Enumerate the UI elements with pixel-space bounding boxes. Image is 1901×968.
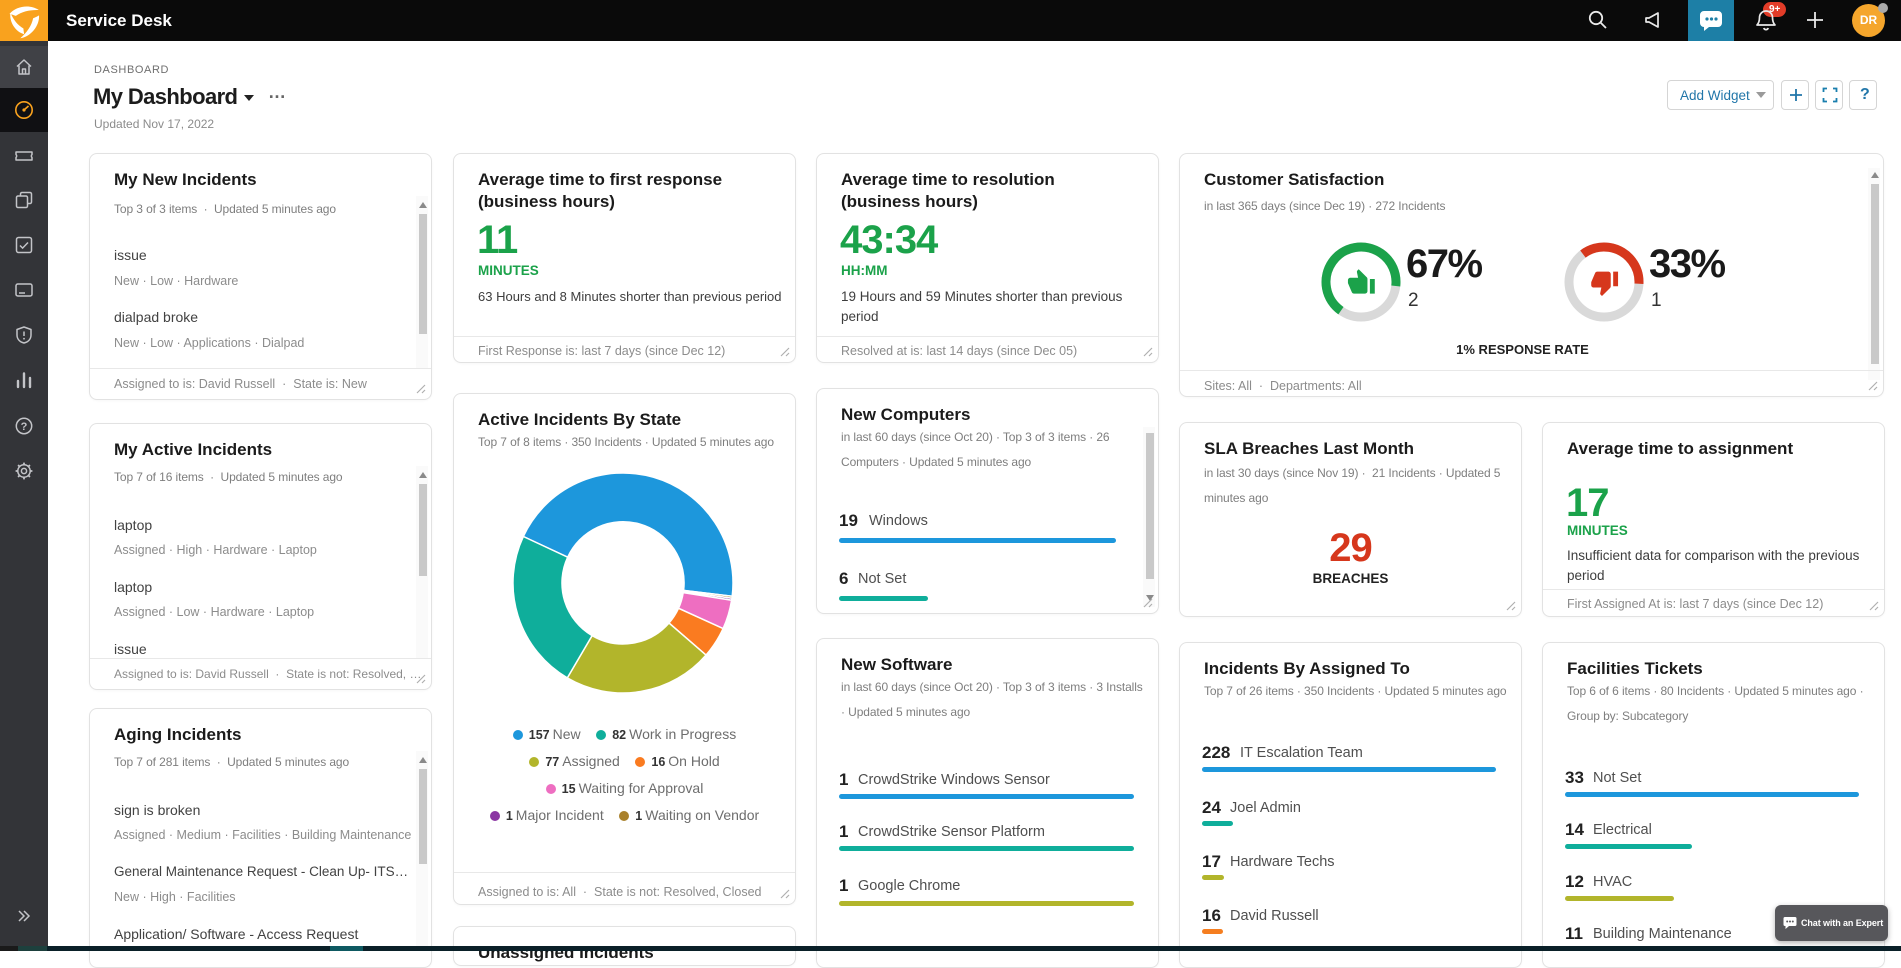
svg-text:?: ? (21, 421, 28, 433)
